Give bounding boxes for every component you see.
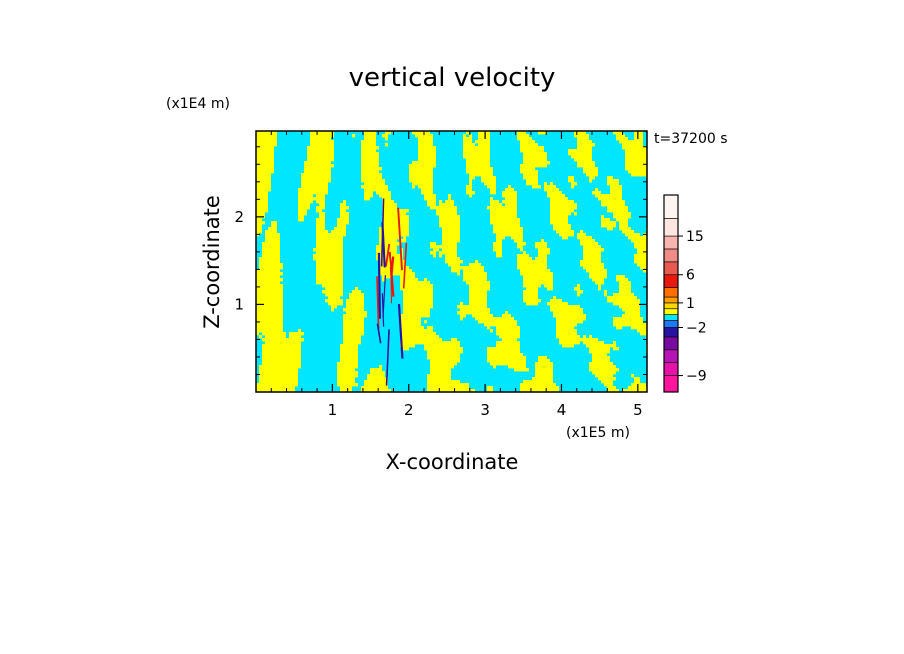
colorbar-segment [663,248,679,263]
convective-streak [385,329,390,386]
convective-streak [376,276,380,331]
y-axis-ticks: 12 [234,146,647,375]
colorbar-tick-label: −9 [686,369,707,385]
y-tick-label: 2 [234,208,244,226]
convective-streak [380,198,385,267]
colorbar-segment [663,261,679,276]
y-axis-unit: (x1E4 m) [166,96,230,112]
colorbar-segment [663,274,679,288]
convective-streak [376,323,382,344]
colorbar-tick-label: 1 [686,296,695,312]
colorbar-segment [663,302,679,310]
positive-velocity-region [256,131,647,392]
colorbar-segment [663,336,679,351]
convective-streak [389,251,393,304]
colorbar-segment [663,362,679,376]
x-tick-label: 4 [557,401,567,419]
convective-streak [402,242,408,289]
plot-frame [255,130,648,393]
colorbar-tick-label: 15 [686,229,704,245]
x-tick-label: 3 [480,401,490,419]
colorbar-segment [663,320,679,328]
colorbar-segment [663,235,679,250]
convective-streak [389,267,395,297]
colorbar-segment [663,287,679,298]
chart-title: vertical velocity [349,63,556,93]
colorbar-segment [663,349,679,363]
x-tick-label: 1 [328,401,338,419]
x-axis-ticks: 1 2 3 4 5 [270,131,643,419]
convective-streak [382,275,386,318]
colorbar-segment [663,296,679,304]
x-tick-label: 2 [404,401,414,419]
colorbar: 15 6 1 −2 −9 [663,194,707,393]
convective-streak [397,207,403,271]
x-axis-unit: (x1E5 m) [566,425,630,441]
colorbar-frame [663,194,679,393]
convective-streak [397,303,404,359]
x-tick-label: 5 [633,401,643,419]
colorbar-segment [663,327,679,338]
colorbar-segment [663,218,679,237]
y-tick-label: 1 [234,295,244,313]
convective-streak [385,243,391,267]
convective-streak [377,252,381,319]
time-label: t=37200 s [654,131,728,147]
colorbar-segment [663,194,679,219]
y-axis-label: Z-coordinate [200,195,224,329]
velocity-field [256,131,647,392]
colorbar-tick-label: 6 [686,268,695,284]
colorbar-segment [663,314,679,321]
x-axis-label: X-coordinate [386,450,519,474]
colorbar-segment [663,308,679,315]
colorbar-segment [663,375,679,393]
colorbar-tick-label: −2 [686,321,707,337]
